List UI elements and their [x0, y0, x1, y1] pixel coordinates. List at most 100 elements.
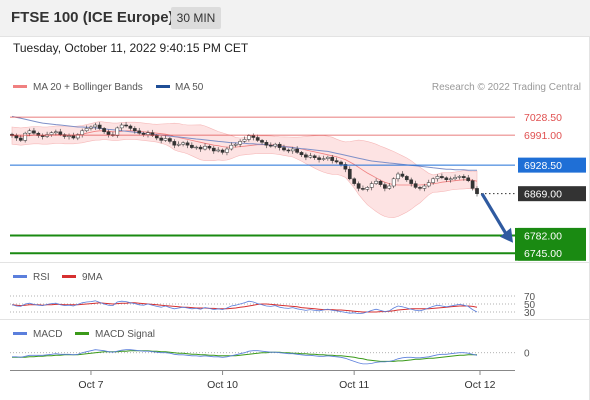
- candle-body: [185, 142, 190, 146]
- candle-body: [198, 146, 203, 150]
- candle-body: [369, 183, 374, 188]
- candle-body: [444, 177, 449, 180]
- candle-body: [71, 135, 76, 139]
- candle-body: [181, 142, 185, 145]
- macd-panel: 0: [10, 349, 530, 365]
- candle-body: [400, 173, 405, 177]
- candle-body: [396, 173, 400, 180]
- candle-body: [365, 187, 370, 190]
- candle-body: [448, 178, 453, 181]
- candle-body: [58, 131, 63, 135]
- candle-body: [404, 176, 409, 181]
- candle-body: [137, 130, 142, 134]
- candle-body: [97, 124, 102, 129]
- candle-body: [84, 128, 89, 132]
- candle-body: [247, 135, 251, 140]
- candle-body: [176, 143, 181, 146]
- candle-body: [233, 143, 238, 146]
- macd-signal-legend-swatch: [75, 332, 89, 335]
- level-label-support: 6782.00: [524, 230, 562, 242]
- macd-signal-legend-label: MACD Signal: [95, 329, 155, 340]
- candle-body: [352, 178, 357, 184]
- timeframe-button[interactable]: 30 MIN: [171, 7, 221, 29]
- rsi-legend-swatch: [13, 275, 27, 278]
- price-panel: [10, 115, 479, 218]
- candle-body: [132, 128, 137, 132]
- candle-body: [457, 176, 462, 178]
- candle-body: [27, 130, 32, 134]
- candle-body: [154, 135, 159, 139]
- candle-body: [49, 132, 54, 135]
- candle-body: [308, 155, 313, 158]
- x-tick-label: Oct 10: [207, 379, 238, 391]
- candle-body: [426, 182, 431, 187]
- bollinger-band: [11, 121, 478, 218]
- macd-signal-line: [12, 350, 477, 362]
- candle-body: [282, 147, 286, 151]
- candle-body: [461, 176, 466, 179]
- candle-body: [18, 137, 23, 141]
- candle-body: [146, 132, 150, 135]
- level-label-resistance: 6991.00: [524, 130, 562, 142]
- candle-body: [361, 188, 365, 190]
- macd-zero-label: 0: [524, 349, 530, 360]
- candle-body: [62, 134, 67, 137]
- candle-body: [475, 188, 479, 194]
- candle-body: [334, 160, 339, 163]
- x-axis: Oct 7 Oct 10 Oct 11 Oct 12: [78, 370, 496, 391]
- candle-body: [413, 183, 418, 188]
- candle-body: [190, 144, 194, 148]
- candle-body: [67, 135, 71, 137]
- candle-body: [470, 180, 475, 189]
- candle-body: [391, 178, 396, 187]
- candle-body: [440, 176, 444, 179]
- macd-line: [12, 349, 478, 365]
- rsi-level-label: 30: [524, 308, 536, 319]
- candle-body: [356, 183, 361, 189]
- candle-body: [93, 124, 98, 128]
- candle-body: [418, 187, 422, 189]
- candle-body: [45, 134, 49, 137]
- candle-body: [119, 124, 124, 129]
- candle-body: [203, 145, 207, 150]
- candle-body: [343, 164, 348, 170]
- candle-body: [299, 152, 304, 156]
- candle-body: [80, 130, 85, 135]
- candle-body: [330, 156, 335, 161]
- candle-body: [325, 156, 330, 159]
- candle-body: [194, 146, 199, 149]
- forecast-arrow-head: [500, 227, 513, 243]
- candle-body: [431, 178, 435, 183]
- candle-body: [286, 149, 291, 152]
- candle-body: [115, 127, 120, 136]
- candle-body: [378, 180, 383, 185]
- candle-body: [255, 137, 260, 141]
- rsi-level-label: 50: [524, 300, 536, 311]
- candle-body: [32, 130, 36, 134]
- candle-body: [347, 168, 352, 180]
- candle-body: [273, 143, 278, 147]
- candle-body: [453, 177, 457, 180]
- candle-body: [23, 132, 28, 141]
- candle-body: [150, 132, 155, 136]
- candle-body: [268, 144, 273, 147]
- candle-body: [387, 185, 392, 189]
- instrument-title: FTSE 100 (ICE Europe): [11, 9, 174, 26]
- candle-body: [260, 140, 264, 143]
- candle-body: [242, 139, 247, 142]
- candle-body: [304, 154, 308, 158]
- candle-body: [251, 135, 256, 138]
- current-price-badge: [518, 186, 586, 202]
- candle-body: [172, 141, 177, 146]
- candle-body: [374, 180, 378, 184]
- candle-body: [128, 125, 133, 129]
- rsi-level-label: 70: [524, 292, 536, 303]
- forecast-arrow-shaft: [480, 192, 508, 235]
- ma50-legend-swatch: [156, 85, 170, 88]
- candle-body: [290, 148, 295, 152]
- candle-body: [466, 177, 471, 181]
- x-tick-label: Oct 12: [465, 379, 496, 391]
- x-tick-label: Oct 11: [339, 379, 369, 391]
